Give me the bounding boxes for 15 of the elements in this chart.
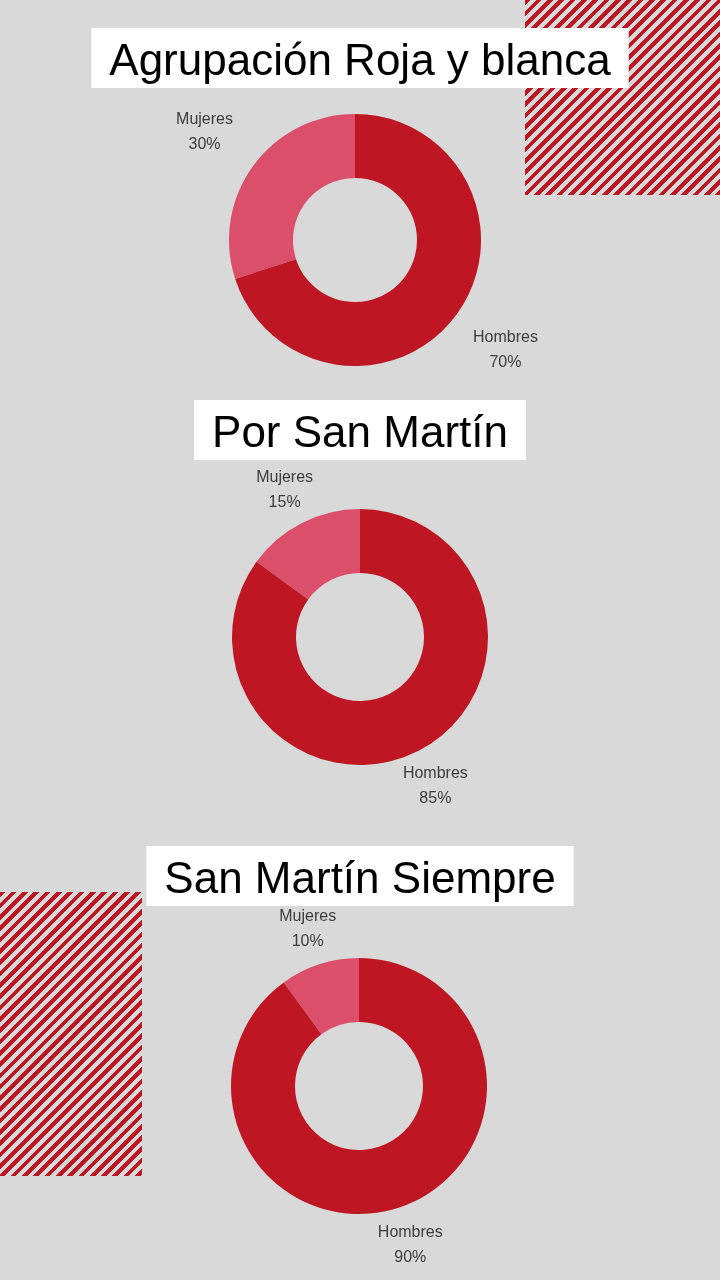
slice-label: Hombres	[377, 1222, 443, 1240]
data-label: 15%	[268, 493, 301, 511]
data-label: 10%	[291, 932, 324, 950]
slice-label: Mujeres	[279, 907, 337, 925]
data-label: 90%	[394, 1247, 427, 1265]
slice-label: Mujeres	[256, 468, 314, 486]
chart-title: San Martín Siempre	[164, 852, 556, 902]
data-label: 85%	[419, 788, 452, 806]
chart-title: Agrupación Roja y blanca	[109, 34, 612, 84]
slice-label: Hombres	[473, 328, 538, 346]
data-label: 30%	[188, 134, 221, 152]
data-label: 70%	[489, 353, 522, 371]
chart-title: Por San Martín	[212, 406, 508, 456]
slice-label: Mujeres	[176, 109, 233, 127]
slice-label: Hombres	[402, 763, 468, 781]
